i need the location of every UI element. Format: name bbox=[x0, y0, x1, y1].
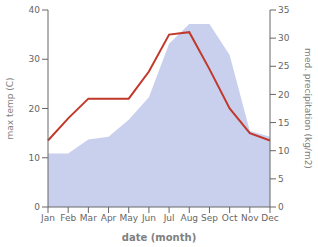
svg-text:40: 40 bbox=[29, 5, 41, 15]
svg-text:Oct: Oct bbox=[222, 213, 238, 223]
svg-text:Feb: Feb bbox=[60, 213, 76, 223]
svg-text:20: 20 bbox=[278, 90, 290, 100]
svg-text:10: 10 bbox=[29, 153, 41, 163]
svg-text:30: 30 bbox=[278, 33, 290, 43]
svg-text:Jul: Jul bbox=[163, 213, 175, 223]
svg-text:Jan: Jan bbox=[40, 213, 55, 223]
svg-text:Apr: Apr bbox=[101, 213, 117, 223]
svg-text:20: 20 bbox=[29, 104, 41, 114]
svg-text:max temp (C): max temp (C) bbox=[8, 77, 15, 139]
svg-text:Mar: Mar bbox=[80, 213, 97, 223]
svg-text:30: 30 bbox=[29, 54, 41, 64]
svg-text:5: 5 bbox=[278, 174, 284, 184]
svg-text:Nov: Nov bbox=[241, 213, 259, 223]
svg-text:0: 0 bbox=[278, 202, 284, 212]
svg-text:25: 25 bbox=[278, 61, 289, 71]
svg-text:35: 35 bbox=[278, 5, 289, 15]
svg-text:Sep: Sep bbox=[201, 213, 218, 223]
svg-text:15: 15 bbox=[278, 118, 289, 128]
svg-text:Aug: Aug bbox=[180, 213, 198, 223]
svg-text:0: 0 bbox=[34, 202, 40, 212]
svg-text:May: May bbox=[119, 213, 138, 223]
svg-text:10: 10 bbox=[278, 146, 290, 156]
svg-text:Jun: Jun bbox=[141, 213, 156, 223]
svg-text:Dec: Dec bbox=[261, 213, 278, 223]
svg-text:date (month): date (month) bbox=[122, 232, 196, 243]
svg-text:med. precipitation (kg/m2): med. precipitation (kg/m2) bbox=[303, 48, 310, 169]
